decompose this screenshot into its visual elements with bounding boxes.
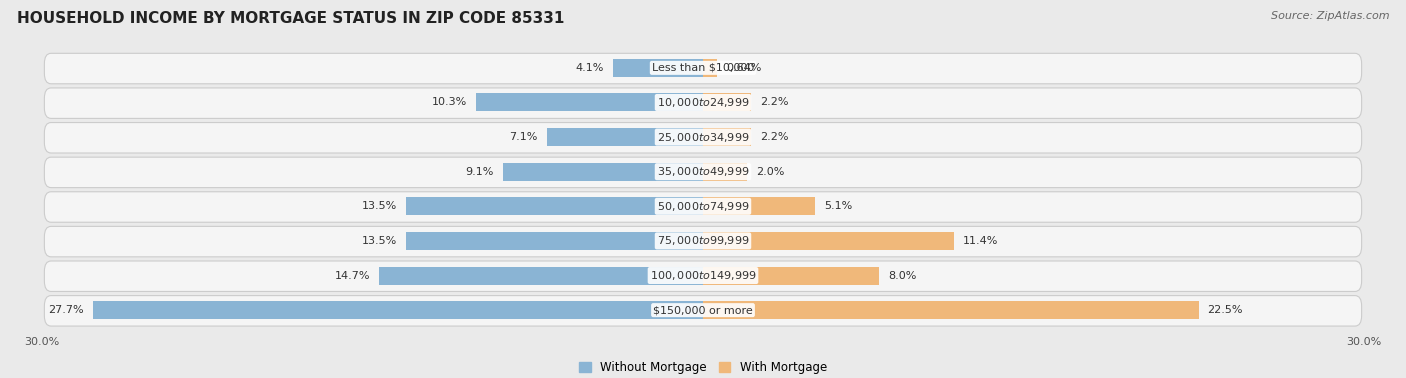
Text: $100,000 to $149,999: $100,000 to $149,999 bbox=[650, 269, 756, 282]
Bar bbox=[703, 266, 879, 285]
Bar bbox=[477, 93, 703, 112]
Text: 2.2%: 2.2% bbox=[761, 132, 789, 142]
Text: 27.7%: 27.7% bbox=[48, 305, 84, 315]
Text: Source: ZipAtlas.com: Source: ZipAtlas.com bbox=[1271, 11, 1389, 21]
Text: $25,000 to $34,999: $25,000 to $34,999 bbox=[657, 130, 749, 144]
Text: 9.1%: 9.1% bbox=[465, 167, 494, 177]
Text: $75,000 to $99,999: $75,000 to $99,999 bbox=[657, 234, 749, 248]
Legend: Without Mortgage, With Mortgage: Without Mortgage, With Mortgage bbox=[574, 356, 832, 378]
FancyBboxPatch shape bbox=[45, 226, 1361, 257]
Text: $35,000 to $49,999: $35,000 to $49,999 bbox=[657, 165, 749, 178]
Text: 8.0%: 8.0% bbox=[889, 271, 917, 280]
Text: 22.5%: 22.5% bbox=[1208, 305, 1243, 315]
Bar bbox=[703, 163, 747, 181]
FancyBboxPatch shape bbox=[45, 122, 1361, 153]
Text: Less than $10,000: Less than $10,000 bbox=[652, 63, 754, 73]
Bar bbox=[405, 232, 703, 250]
Text: 10.3%: 10.3% bbox=[432, 98, 467, 107]
Text: 13.5%: 13.5% bbox=[361, 236, 396, 246]
Text: $10,000 to $24,999: $10,000 to $24,999 bbox=[657, 96, 749, 109]
Bar bbox=[502, 163, 703, 181]
Text: 14.7%: 14.7% bbox=[335, 271, 370, 280]
Text: $150,000 or more: $150,000 or more bbox=[654, 305, 752, 315]
Bar bbox=[703, 128, 751, 146]
Text: 11.4%: 11.4% bbox=[963, 236, 998, 246]
Text: 2.0%: 2.0% bbox=[756, 167, 785, 177]
Bar bbox=[613, 59, 703, 77]
FancyBboxPatch shape bbox=[45, 88, 1361, 118]
Bar bbox=[93, 301, 703, 319]
Bar bbox=[703, 59, 717, 77]
Text: 2.2%: 2.2% bbox=[761, 98, 789, 107]
FancyBboxPatch shape bbox=[45, 53, 1361, 84]
Bar bbox=[405, 197, 703, 215]
FancyBboxPatch shape bbox=[45, 296, 1361, 326]
Text: 4.1%: 4.1% bbox=[575, 63, 605, 73]
Bar bbox=[703, 93, 751, 112]
Bar bbox=[703, 232, 955, 250]
FancyBboxPatch shape bbox=[45, 261, 1361, 291]
Text: HOUSEHOLD INCOME BY MORTGAGE STATUS IN ZIP CODE 85331: HOUSEHOLD INCOME BY MORTGAGE STATUS IN Z… bbox=[17, 11, 564, 26]
Bar bbox=[380, 266, 703, 285]
Bar bbox=[703, 301, 1198, 319]
Bar bbox=[547, 128, 703, 146]
Bar bbox=[703, 197, 815, 215]
FancyBboxPatch shape bbox=[45, 192, 1361, 222]
Text: 13.5%: 13.5% bbox=[361, 201, 396, 211]
Text: 0.64%: 0.64% bbox=[725, 63, 761, 73]
Text: $50,000 to $74,999: $50,000 to $74,999 bbox=[657, 200, 749, 213]
FancyBboxPatch shape bbox=[45, 157, 1361, 187]
Text: 5.1%: 5.1% bbox=[824, 201, 852, 211]
Text: 7.1%: 7.1% bbox=[509, 132, 537, 142]
